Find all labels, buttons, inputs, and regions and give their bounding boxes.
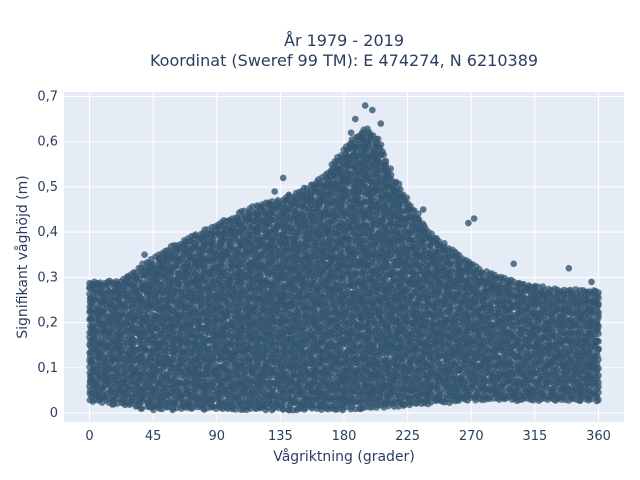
data-point (138, 295, 146, 303)
data-point (96, 358, 103, 366)
data-point (158, 346, 165, 354)
data-point (138, 405, 146, 412)
data-points (86, 102, 602, 414)
data-point (87, 314, 95, 322)
data-point (101, 387, 109, 395)
